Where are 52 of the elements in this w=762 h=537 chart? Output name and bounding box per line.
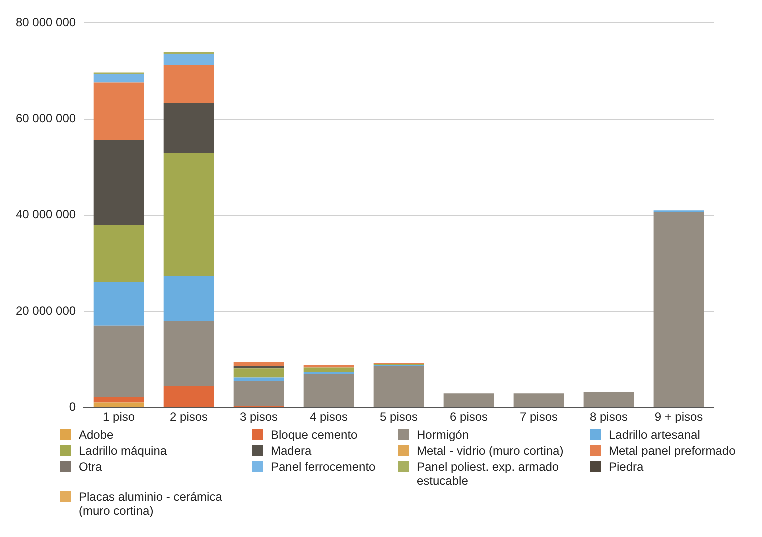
bar <box>234 368 284 378</box>
legend-label: Hormigón <box>417 428 470 442</box>
bar <box>94 282 144 326</box>
legend-label: Placas aluminio - cerámica (muro cortina) <box>79 490 224 518</box>
y-tick-label: 80 000 000 <box>16 16 76 30</box>
bar <box>164 103 214 154</box>
bar <box>94 74 144 83</box>
bar <box>514 394 564 408</box>
legend-label: Metal - vidrio (muro cortina) <box>417 444 564 458</box>
bar <box>94 225 144 282</box>
legend-label: Otra <box>79 460 102 474</box>
legend-label: Panel poliest. exp. armado estucable <box>417 460 560 488</box>
bar <box>94 326 144 398</box>
x-tick-label: 1 piso <box>103 410 136 424</box>
bar <box>164 386 214 408</box>
x-tick-label: 2 pisos <box>170 410 208 424</box>
legend-label: Ladrillo artesanal <box>609 428 700 442</box>
bar <box>94 397 144 403</box>
legend-label: Bloque cemento <box>271 428 358 442</box>
bar <box>94 82 144 140</box>
y-tick-label: 0 <box>69 400 76 414</box>
legend-label: Madera <box>271 444 312 458</box>
x-tick-label: 6 pisos <box>450 410 488 424</box>
bar <box>444 394 494 408</box>
bar <box>584 392 634 408</box>
bar <box>234 362 284 366</box>
x-tick-label: 4 pisos <box>310 410 348 424</box>
legend-label: Ladrillo máquina <box>79 444 168 458</box>
x-tick-label: 3 pisos <box>240 410 278 424</box>
bar <box>164 321 214 386</box>
legend-label: Metal panel preformado <box>609 444 736 458</box>
bar <box>94 402 144 408</box>
bar <box>164 276 214 322</box>
bar <box>234 381 284 406</box>
bar <box>654 212 704 408</box>
bar <box>164 54 214 66</box>
legend-label: Adobe <box>79 428 114 442</box>
x-tick-label: 9 + pisos <box>654 410 704 424</box>
y-tick-label: 20 000 000 <box>16 304 76 318</box>
bar <box>94 140 144 226</box>
x-tick-label: 8 pisos <box>590 410 628 424</box>
y-tick-label: 60 000 000 <box>16 112 76 126</box>
legend-label: Panel ferrocemento <box>271 460 376 474</box>
bar <box>164 153 214 276</box>
bar <box>304 368 354 372</box>
legend-label: Piedra <box>609 460 644 474</box>
bar <box>374 366 424 408</box>
x-tick-label: 7 pisos <box>520 410 558 424</box>
bar <box>164 65 214 104</box>
x-tick-label: 5 pisos <box>380 410 418 424</box>
bar <box>304 374 354 408</box>
y-tick-label: 40 000 000 <box>16 208 76 222</box>
